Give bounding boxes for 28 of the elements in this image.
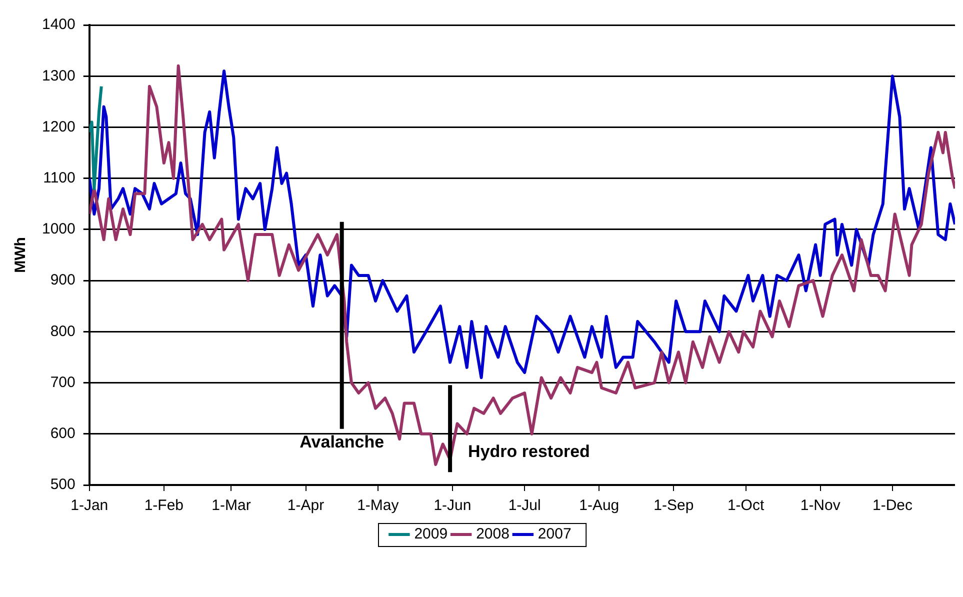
ref-line-label: Hydro restored: [468, 442, 590, 461]
x-tick-label: 1-May: [357, 497, 400, 514]
x-tick-label: 1-Dec: [872, 497, 913, 514]
ref-line-label: Avalanche: [300, 432, 384, 452]
x-tick-label: 1-Mar: [212, 497, 251, 514]
x-tick-label: 1-Jan: [70, 497, 108, 514]
y-tick-label: 1200: [42, 118, 76, 136]
x-tick-label: 1-Feb: [144, 497, 184, 514]
x-tick-label: 1-Aug: [579, 497, 620, 514]
y-tick-label: 1400: [42, 16, 76, 34]
x-tick-label: 1-Apr: [287, 497, 324, 514]
x-tick-label: 1-Jul: [508, 497, 541, 514]
x-tick-label: 1-Nov: [800, 497, 841, 514]
y-tick-label: 600: [50, 425, 76, 442]
legend-label: 2007: [538, 526, 572, 543]
y-tick-label: 1000: [42, 220, 76, 238]
y-tick-label: 800: [50, 322, 76, 340]
y-tick-label: 1100: [43, 169, 76, 186]
y-tick-label: 900: [50, 272, 76, 289]
y-tick-label: 500: [50, 476, 76, 494]
legend-label: 2008: [476, 526, 510, 543]
y-tick-label: 1300: [42, 67, 76, 84]
legend-label: 2009: [414, 526, 448, 543]
y-tick-label: 700: [50, 374, 76, 391]
y-axis-title: MWh: [12, 237, 30, 273]
x-tick-label: 1-Sep: [654, 497, 694, 514]
x-tick-label: 1-Jun: [434, 497, 472, 514]
x-tick-label: 1-Oct: [727, 497, 765, 514]
